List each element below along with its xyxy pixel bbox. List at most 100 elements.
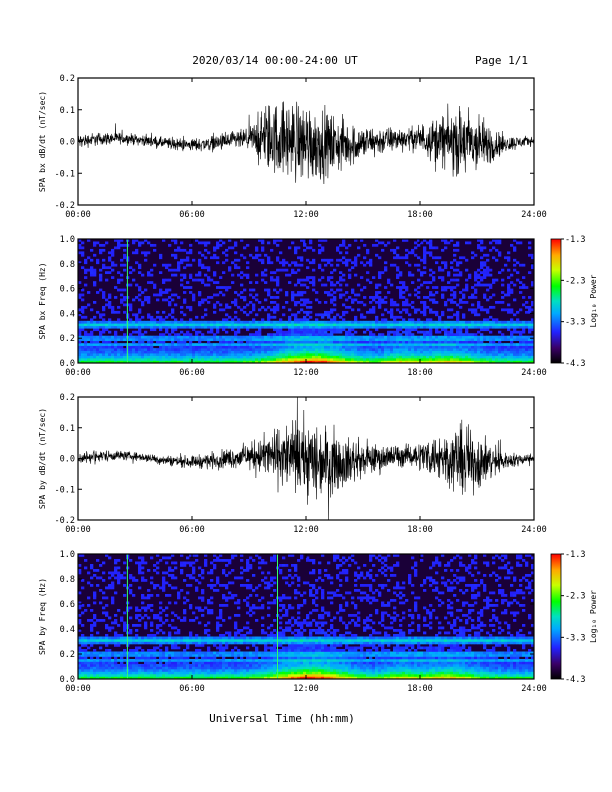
spectrogram-cell [267, 258, 271, 262]
spectrogram-cell [243, 310, 247, 314]
spectrogram-cell [111, 310, 115, 314]
spectrogram-cell [213, 656, 217, 660]
spectrogram-cell [222, 584, 226, 587]
spectrogram-cell [381, 335, 385, 339]
spectrogram-cell [324, 301, 328, 304]
spectrogram-cell [366, 310, 370, 314]
spectrogram-cell [504, 355, 508, 359]
spectrogram-cell [288, 350, 292, 354]
spectrogram-cell [192, 358, 196, 361]
spectrogram-cell [456, 350, 460, 354]
spectrogram-cell [78, 323, 82, 327]
spectrogram-cell [357, 350, 361, 354]
spectrogram-cell [297, 345, 301, 349]
spectrogram-cell [108, 323, 112, 327]
spectrogram-cell [378, 335, 382, 339]
spectrogram-cell [306, 345, 310, 349]
spectrogram-cell [222, 353, 226, 356]
spectrogram-cell [78, 664, 82, 667]
spectrogram-cell [483, 293, 487, 297]
spectrogram-cell [204, 606, 208, 610]
spectrogram-cell [237, 355, 241, 359]
spectrogram-cell [219, 584, 223, 587]
spectrogram-cell [171, 636, 175, 640]
spectrogram-cell [96, 355, 100, 359]
spectrogram-cell [156, 676, 160, 680]
spectrogram-cell [507, 258, 511, 262]
spectrogram-cell [378, 303, 382, 307]
spectrogram-cell [273, 348, 277, 351]
spectrogram-cell [228, 355, 232, 359]
spectrogram-cell [492, 246, 496, 250]
spectrogram-cell [474, 278, 478, 282]
spectrogram-cell [381, 333, 385, 337]
spectrogram-cell [321, 333, 325, 337]
spectrogram-cell [231, 360, 235, 364]
spectrogram-cell [192, 654, 196, 657]
spectrogram-cell [186, 263, 190, 267]
spectrogram-cell [399, 355, 403, 359]
spectrogram-cell [231, 340, 235, 344]
spectrogram-cell [414, 293, 418, 297]
spectrogram-cell [135, 616, 139, 620]
spectrogram-cell [84, 644, 88, 647]
spectrogram-cell [234, 291, 238, 294]
spectrogram-cell [474, 355, 478, 359]
x-tick-label: 18:00 [407, 525, 433, 535]
spectrogram-cell [180, 674, 184, 677]
spectrogram-cell [105, 340, 109, 344]
spectrogram-cell [135, 261, 139, 265]
spectrogram-cell [93, 624, 97, 627]
spectrogram-cell [114, 360, 118, 364]
spectrogram-cell [492, 335, 496, 339]
spectrogram-cell [99, 651, 103, 655]
spectrogram-cell [117, 355, 121, 359]
spectrogram-cell [195, 360, 199, 364]
spectrogram-cell [363, 338, 367, 341]
spectrogram-cell [183, 340, 187, 344]
spectrogram-cell [159, 671, 163, 675]
spectrogram-cell [96, 576, 100, 580]
spectrogram-cell [165, 671, 169, 675]
spectrogram-cell [195, 659, 199, 662]
spectrogram-cell [339, 293, 343, 297]
spectrogram-cell [216, 664, 220, 667]
spectrogram-cell [78, 671, 82, 675]
spectrogram-cell [420, 348, 424, 351]
spectrogram-cell [276, 296, 280, 299]
spectrogram-cell [231, 325, 235, 329]
spectrogram-cell [204, 559, 208, 562]
spectrogram-cell [285, 325, 289, 329]
spectrogram-cell [249, 358, 253, 361]
spectrogram-cell [456, 313, 460, 317]
spectrogram-cell [117, 345, 121, 349]
spectrogram-cell [204, 636, 208, 640]
spectrogram-cell [150, 243, 154, 247]
spectrogram-cell [384, 323, 388, 327]
spectrogram-cell [375, 301, 379, 304]
spectrogram-cell [387, 320, 391, 324]
spectrogram-cell [396, 268, 400, 272]
spectrogram-cell [474, 253, 478, 257]
spectrogram-cell [495, 323, 499, 327]
spectrogram-cell [423, 355, 427, 359]
spectrogram-cell [135, 661, 139, 665]
spectrogram-cell [108, 353, 112, 356]
spectrogram-cell [243, 323, 247, 327]
spectrogram-cell [159, 674, 163, 677]
spectrogram-cell [396, 286, 400, 289]
spectrogram-cell [306, 338, 310, 341]
spectrogram-cell [441, 239, 445, 242]
spectrogram-cell [192, 360, 196, 364]
spectrogram-cell [225, 631, 229, 635]
spectrogram-cell [273, 343, 277, 346]
spectrogram-cell [489, 348, 493, 351]
spectrogram-cell [114, 614, 118, 617]
spectrogram-cell [363, 330, 367, 334]
spectrogram-cell [144, 674, 148, 677]
spectrogram-cell [471, 303, 475, 307]
spectrogram-cell [192, 659, 196, 662]
spectrogram-cell [384, 353, 388, 356]
spectrogram-cell [117, 271, 121, 275]
spectrogram-cell [423, 330, 427, 334]
